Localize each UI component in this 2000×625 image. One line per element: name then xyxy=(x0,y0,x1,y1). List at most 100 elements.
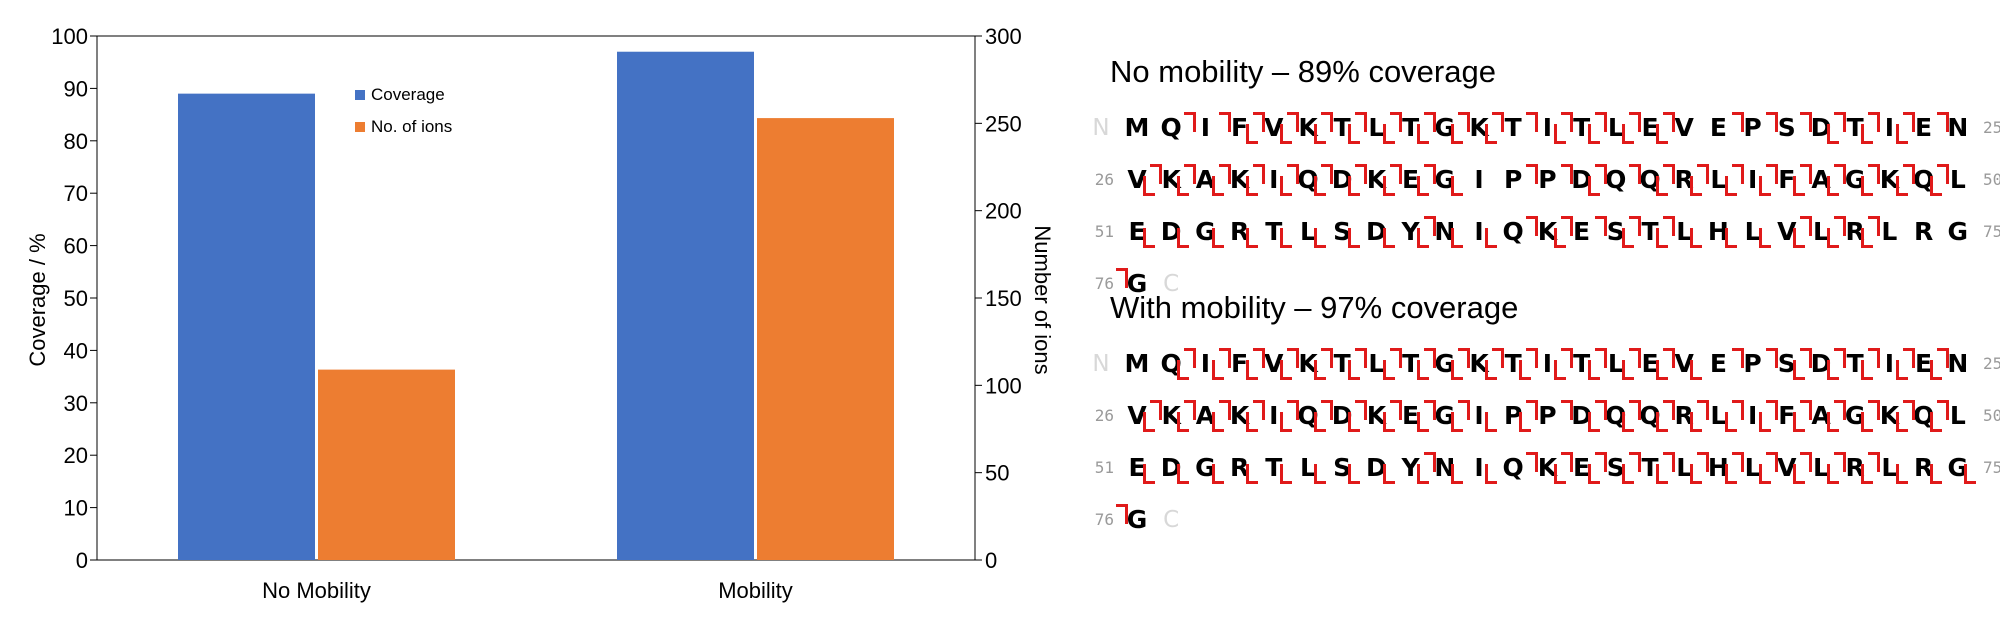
b-ion-cleavage-mark xyxy=(1485,360,1498,380)
c-terminus-label: C xyxy=(1163,271,1180,297)
c-ion-cleavage-mark xyxy=(1629,452,1641,472)
residue: K xyxy=(1537,217,1558,246)
b-ion-cleavage-mark xyxy=(1793,228,1805,248)
residue: D xyxy=(1331,401,1353,430)
y2-tick-label: 250 xyxy=(985,111,1022,136)
b-ion-cleavage-mark xyxy=(1827,360,1840,380)
c-ion-cleavage-mark xyxy=(1868,452,1881,472)
b-ion-cleavage-mark xyxy=(1245,228,1258,248)
c-ion-cleavage-mark xyxy=(1355,112,1368,132)
c-ion-cleavage-mark xyxy=(1936,348,1949,368)
b-ion-cleavage-mark xyxy=(1895,124,1908,144)
residue: V xyxy=(1264,349,1284,378)
c-ion-cleavage-mark xyxy=(1902,348,1915,368)
c-ion-cleavage-mark xyxy=(1834,452,1847,472)
b-ion-cleavage-mark xyxy=(1622,412,1634,432)
c-ion-cleavage-mark xyxy=(1594,452,1607,472)
b-ion-cleavage-mark xyxy=(1827,412,1840,432)
y-tick-label: 20 xyxy=(64,443,88,468)
c-ion-cleavage-mark xyxy=(1252,400,1265,420)
c-ion-cleavage-mark xyxy=(1663,400,1676,420)
residue-number-start: 76 xyxy=(1094,510,1114,529)
b-ion-cleavage-mark xyxy=(1861,464,1874,484)
residue: T xyxy=(1333,349,1351,378)
residue: Y xyxy=(1401,217,1420,246)
b-ion-cleavage-mark xyxy=(1587,176,1600,196)
c-ion-cleavage-mark xyxy=(1526,216,1539,236)
y2-tick-label: 100 xyxy=(985,373,1022,398)
residue: R xyxy=(1229,217,1250,246)
bar-no-of-ions xyxy=(318,369,455,560)
sequence-row: N M Q I F V K T L T G K T I T L E V E P S D T I E N 25 xyxy=(1080,108,2000,148)
c-ion-cleavage-mark xyxy=(1218,348,1231,368)
y-axis-label: Coverage / % xyxy=(25,233,50,366)
c-ion-cleavage-mark xyxy=(1389,348,1402,368)
c-ion-cleavage-mark xyxy=(1594,164,1607,184)
residue: G xyxy=(1947,453,1969,482)
b-ion-cleavage-mark xyxy=(1211,360,1224,380)
b-ion-cleavage-mark xyxy=(1724,176,1737,196)
b-ion-cleavage-mark xyxy=(1451,464,1463,484)
residue: L xyxy=(1368,113,1385,142)
c-ion-cleavage-mark xyxy=(1526,164,1539,184)
b-ion-cleavage-mark xyxy=(1724,412,1737,432)
residue-number-end: 50 xyxy=(1983,170,2000,189)
b-ion-cleavage-mark xyxy=(1177,464,1190,484)
c-ion-cleavage-mark xyxy=(1663,452,1676,472)
c-ion-cleavage-mark xyxy=(1218,400,1231,420)
c-ion-cleavage-mark xyxy=(1389,400,1402,420)
residue: D xyxy=(1571,401,1592,430)
c-ion-cleavage-mark xyxy=(1800,400,1812,420)
b-ion-cleavage-mark xyxy=(1416,176,1429,196)
c-ion-cleavage-mark xyxy=(1834,216,1847,236)
c-ion-cleavage-mark xyxy=(1423,112,1436,132)
c-ion-cleavage-mark xyxy=(1184,164,1197,184)
residue: I xyxy=(1884,349,1895,378)
b-ion-cleavage-mark xyxy=(1758,464,1771,484)
right-axis-ticks: 0 50 100 150 200 250 300 xyxy=(975,24,1022,573)
c-ion-cleavage-mark xyxy=(1800,452,1812,472)
residue: I xyxy=(1474,453,1484,482)
c-ion-cleavage-mark xyxy=(1629,164,1641,184)
c-ion-cleavage-mark xyxy=(1458,348,1470,368)
residue: N xyxy=(1947,349,1969,378)
residue: T xyxy=(1641,453,1659,482)
residue: G xyxy=(1434,113,1456,142)
sequence-row: 76 G C xyxy=(1080,264,1980,304)
residue: K xyxy=(1161,401,1181,430)
residue: L xyxy=(1949,165,1966,194)
c-ion-cleavage-mark xyxy=(1629,112,1641,132)
sequence-row: 51 E D G R T L S D Y N I Q K E S T L H L V L R L R G 75 xyxy=(1080,212,2000,252)
c-ion-cleavage-mark xyxy=(1355,400,1368,420)
y2-tick-label: 150 xyxy=(985,286,1022,311)
c-ion-cleavage-mark xyxy=(1492,112,1505,132)
b-ion-cleavage-mark xyxy=(1656,360,1669,380)
b-ion-cleavage-mark xyxy=(1587,360,1600,380)
residue: P xyxy=(1538,165,1557,194)
c-ion-cleavage-mark xyxy=(1560,164,1573,184)
y-tick-label: 30 xyxy=(64,391,88,416)
c-ion-cleavage-mark xyxy=(1150,400,1163,420)
b-ion-cleavage-mark xyxy=(1724,228,1737,248)
legend-label: Coverage xyxy=(371,85,445,104)
c-ion-cleavage-mark xyxy=(1150,164,1163,184)
residue: G xyxy=(1434,349,1456,378)
c-ion-cleavage-mark xyxy=(1731,164,1744,184)
residue: R xyxy=(1913,217,1934,246)
b-ion-cleavage-mark xyxy=(1485,464,1498,484)
residue: Q xyxy=(1160,349,1182,378)
c-ion-cleavage-mark xyxy=(1594,348,1607,368)
b-ion-cleavage-mark xyxy=(1861,124,1874,144)
residue: K xyxy=(1879,401,1900,430)
c-ion-cleavage-mark xyxy=(1116,268,1128,288)
c-ion-cleavage-mark xyxy=(1560,216,1573,236)
residue: R xyxy=(1845,217,1865,246)
legend-swatch xyxy=(355,122,365,132)
y-tick-label: 50 xyxy=(64,286,88,311)
residue: I xyxy=(1474,401,1484,430)
b-ion-cleavage-mark xyxy=(1348,412,1361,432)
b-ion-cleavage-mark xyxy=(1587,464,1600,484)
residue: R xyxy=(1674,165,1694,194)
residue: T xyxy=(1573,349,1591,378)
b-ion-cleavage-mark xyxy=(1382,124,1395,144)
